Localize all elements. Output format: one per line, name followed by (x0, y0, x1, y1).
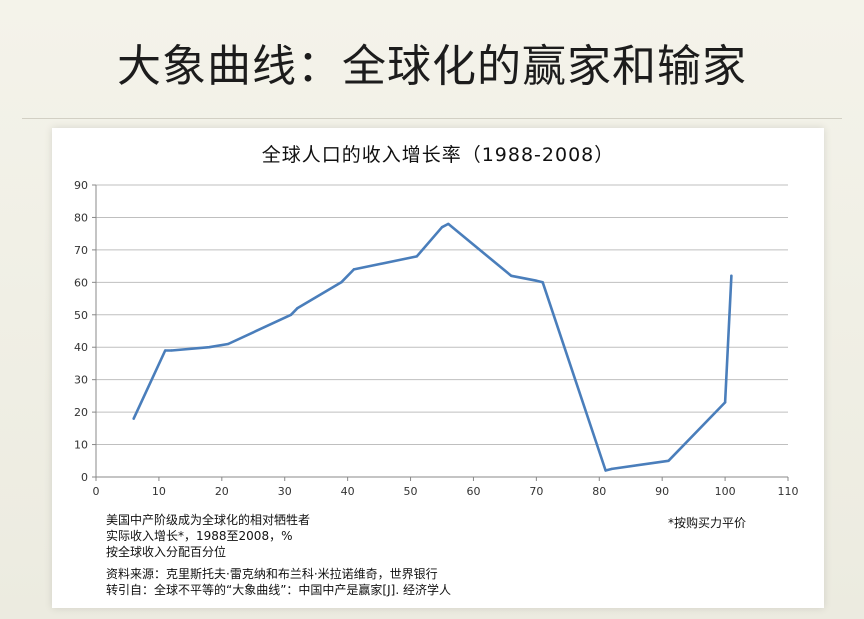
y-tick-label-10: 10 (74, 439, 88, 452)
data-point-0-17 (667, 459, 670, 462)
data-point-0-4 (226, 342, 230, 346)
data-point-0-9 (415, 255, 419, 258)
y-tick-label-60: 60 (74, 276, 88, 289)
x-tick-label-100: 100 (715, 485, 736, 498)
x-tick-label-110: 110 (778, 485, 799, 498)
note-line-1: 美国中产阶级成为全球化的相对牺牲者 (106, 513, 311, 527)
data-point-0-5 (289, 313, 293, 316)
data-point-0-6 (296, 307, 299, 310)
axes (92, 184, 789, 481)
ppp-footnote: *按购买力平价 (668, 516, 747, 530)
grid-lines (96, 184, 788, 446)
data-point-0-0 (132, 417, 135, 420)
note-line-3: 按全球收入分配百分位 (106, 545, 227, 559)
chart-card: 全球人口的收入增长率（1988-2008） 0 10 20 30 40 50 60 70 80 9… (52, 128, 824, 608)
data-point-0-13 (535, 279, 538, 282)
y-tick-label-70: 70 (74, 244, 88, 257)
citation-line: 转引自：全球不平等的“大象曲线”：中国中产是赢家[J]. 经济学人 (106, 583, 451, 597)
x-tick-label-60: 60 (466, 485, 480, 498)
y-tick-labels: 0 10 20 30 40 50 60 70 80 90 (74, 179, 88, 484)
data-point-0-12 (510, 274, 513, 278)
series-layer (132, 222, 733, 472)
title-divider (22, 118, 842, 119)
y-tick-label-50: 50 (74, 309, 88, 322)
x-tick-labels: 0 10 20 30 40 50 60 70 80 90 100 110 (93, 485, 799, 498)
x-tick-label-50: 50 (404, 485, 418, 498)
y-tick-label-0: 0 (81, 471, 88, 484)
y-tick-label-30: 30 (74, 374, 88, 387)
x-tick-label-70: 70 (529, 485, 543, 498)
data-point-0-3 (208, 346, 211, 349)
chart-notes: 美国中产阶级成为全球化的相对牺牲者 实际收入增长*，1988至2008，% 按全… (106, 512, 451, 598)
y-tick-label-80: 80 (74, 211, 88, 224)
data-point-0-11 (447, 222, 450, 226)
x-tick-label-30: 30 (278, 485, 292, 498)
data-point-0-10 (440, 225, 444, 229)
x-tick-label-80: 80 (592, 485, 606, 498)
source-line: 资料来源：克里斯托夫·雷克纳和布兰科·米拉诺维奇，世界银行 (106, 567, 438, 581)
data-point-0-1 (164, 349, 167, 352)
note-line-2: 实际收入增长*，1988至2008，% (106, 529, 293, 543)
y-tick-label-20: 20 (74, 406, 88, 419)
x-tick-label-40: 40 (341, 485, 355, 498)
slide-title: 大象曲线：全球化的赢家和输家 (117, 41, 747, 92)
data-point-0-2 (170, 349, 173, 352)
data-point-0-14 (541, 281, 544, 284)
data-point-0-15 (604, 469, 607, 472)
data-point-0-16 (610, 467, 614, 471)
data-point-0-8 (352, 268, 356, 271)
data-point-0-18 (723, 401, 727, 404)
y-tick-label-90: 90 (74, 179, 88, 192)
x-tick-label-20: 20 (215, 485, 229, 498)
data-point-0-7 (340, 281, 343, 284)
x-tick-label-10: 10 (152, 485, 166, 498)
x-tick-label-0: 0 (93, 485, 100, 498)
income-growth-chart: 0 10 20 30 40 50 60 70 80 90 0 10 20 30 40 50 60 70 80 90 1… (74, 179, 799, 498)
y-tick-label-40: 40 (74, 341, 88, 354)
x-tick-label-90: 90 (655, 485, 669, 498)
data-point-0-19 (730, 274, 733, 278)
chart-title: 全球人口的收入增长率（1988-2008） (261, 144, 615, 166)
